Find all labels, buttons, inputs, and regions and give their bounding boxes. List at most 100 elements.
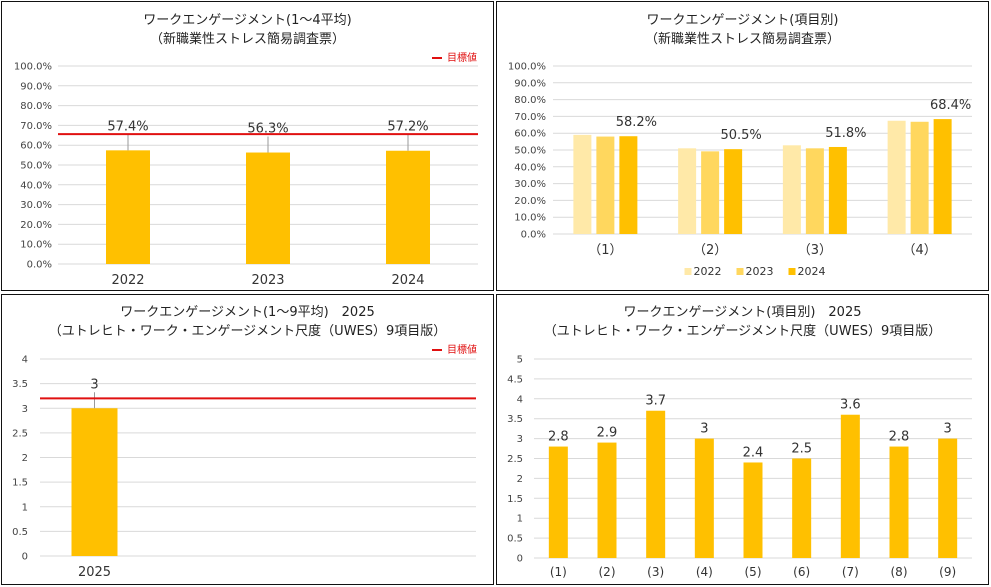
x-category-label: 2025 (78, 565, 111, 580)
chart-panel-engagement-items: ワークエンゲージメント(項目別) （新職業性ストレス簡易調査票） 0.0% 10.… (496, 1, 989, 291)
data-label: 2.8 (548, 430, 569, 445)
y-tick-label: 80.0% (514, 95, 546, 106)
bar-2024 (724, 149, 743, 234)
bar-2024 (828, 146, 847, 234)
x-category-label: （2） (693, 243, 727, 258)
x-category-label: (9) (939, 565, 956, 579)
x-category-label: (2) (599, 565, 616, 579)
legend-label: 2024 (798, 265, 826, 278)
y-tick-label: 3.5 (12, 379, 28, 390)
y-tick-label: 10.0% (20, 240, 52, 251)
bar-2022 (678, 148, 697, 234)
data-label: 3.7 (645, 394, 666, 409)
y-tick-label: 1 (517, 514, 523, 525)
y-tick-label: 0 (517, 554, 523, 565)
y-tick-label: 100.0% (508, 62, 546, 73)
y-tick-label: 20.0% (20, 220, 52, 231)
bar (646, 410, 666, 558)
bar-2024 (619, 136, 638, 234)
bar (938, 438, 958, 558)
bar (597, 442, 617, 558)
legend-swatch-2024 (788, 268, 796, 275)
data-label: 3 (700, 422, 708, 437)
bar-2023 (910, 121, 929, 234)
chart-title: ワークエンゲージメント(項目別) (646, 13, 839, 28)
y-tick-label: 50.0% (514, 146, 546, 157)
chart-subtitle: （新職業性ストレス簡易調査票） (644, 32, 840, 47)
legend-target: 目標値 (432, 341, 477, 356)
data-label: 68.4% (930, 98, 971, 113)
x-category-label: (7) (842, 565, 859, 579)
legend-target-label: 目標値 (447, 345, 477, 356)
bar-2022 (782, 145, 801, 234)
y-tick-label: 30.0% (20, 200, 52, 211)
chart-subtitle: （ユトレヒト・ワーク・エンゲージメント尺度（UWES）9項目版） (543, 324, 942, 339)
y-tick-label: 1.5 (12, 478, 28, 489)
chart-subtitle: （ユトレヒト・ワーク・エンゲージメント尺度（UWES）9項目版） (48, 324, 447, 339)
y-tick-label: 1.5 (507, 494, 523, 505)
bar (548, 446, 568, 558)
y-tick-label: 60.0% (514, 129, 546, 140)
target-line-swatch (432, 57, 442, 59)
y-tick-label: 30.0% (514, 179, 546, 190)
y-tick-label: 2 (22, 453, 28, 464)
y-tick-label: 70.0% (514, 112, 546, 123)
x-category-label: （3） (798, 243, 832, 258)
x-category-label: （4） (902, 243, 936, 258)
chart-plot: 0 0.5 1 1.5 2 2.5 3 3.5 4 4.5 5 (1) 2.8 (2) 2.9 (3) 3.7 (… (507, 355, 972, 579)
y-tick-label: 0.5 (507, 534, 523, 545)
legend-swatch-2023 (736, 268, 744, 275)
data-label: 2.4 (743, 445, 764, 460)
bar-2023 (701, 151, 720, 234)
chart-panel-uwes-items: ワークエンゲージメント(項目別) 2025 （ユトレヒト・ワーク・エンゲージメン… (496, 294, 989, 585)
chart-subtitle: （新職業性ストレス簡易調査票） (149, 32, 345, 47)
legend-target-label: 目標値 (447, 53, 477, 64)
x-category-label: 2024 (391, 273, 424, 288)
bar-2023 (805, 148, 824, 234)
chart-title: ワークエンゲージメント(1～4平均) (143, 13, 352, 28)
y-tick-label: 20.0% (514, 196, 546, 207)
bar-2023 (596, 136, 615, 234)
bar (840, 414, 860, 558)
y-tick-label: 50.0% (20, 161, 52, 172)
y-tick-label: 0 (22, 552, 28, 563)
bar (386, 150, 430, 264)
x-category-label: (1) (550, 565, 567, 579)
x-category-label: (5) (745, 565, 762, 579)
x-category-label: （1） (588, 243, 622, 258)
data-label: 57.4% (107, 119, 148, 134)
y-tick-label: 0.5 (12, 527, 28, 538)
chart-title: ワークエンゲージメント(1～9平均) 2025 (120, 305, 375, 320)
y-tick-label: 3 (517, 434, 523, 445)
x-category-label: (3) (647, 565, 664, 579)
data-label: 3.6 (840, 398, 861, 413)
bar-2022 (573, 134, 592, 234)
y-tick-label: 2 (517, 474, 523, 485)
data-label: 2.8 (889, 430, 910, 445)
data-label: 2.9 (597, 426, 618, 441)
data-label: 50.5% (720, 128, 761, 143)
y-tick-label: 40.0% (20, 180, 52, 191)
y-tick-label: 0.0% (27, 260, 52, 271)
chart-plot: 0.0% 10.0% 20.0% 30.0% 40.0% 50.0% 60.0% 70.0% 8… (508, 62, 972, 278)
legend-label: 2022 (694, 265, 722, 278)
y-tick-label: 3 (22, 404, 28, 415)
chart-title: ワークエンゲージメント(項目別) 2025 (623, 305, 862, 320)
legend-target: 目標値 (432, 49, 477, 64)
y-tick-label: 70.0% (20, 121, 52, 132)
chart-plot: 0 0.5 1 1.5 2 2.5 3 3.5 4 2025 3 (12, 355, 476, 580)
data-label: 57.2% (387, 120, 428, 135)
data-label: 3 (944, 422, 952, 437)
legend-label: 2023 (746, 265, 774, 278)
bar (71, 408, 118, 556)
y-tick-label: 0.0% (521, 230, 546, 241)
bar (743, 462, 763, 558)
x-category-label: 2022 (111, 273, 144, 288)
y-tick-label: 90.0% (20, 81, 52, 92)
y-tick-label: 5 (517, 355, 523, 366)
y-tick-label: 100.0% (14, 62, 52, 73)
chart-plot: 0.0% 10.0% 20.0% 30.0% 40.0% 50.0% 60.0% 70.0% 8… (14, 62, 478, 288)
y-tick-label: 4 (517, 394, 523, 405)
y-tick-label: 1 (22, 502, 28, 513)
y-tick-label: 80.0% (20, 101, 52, 112)
